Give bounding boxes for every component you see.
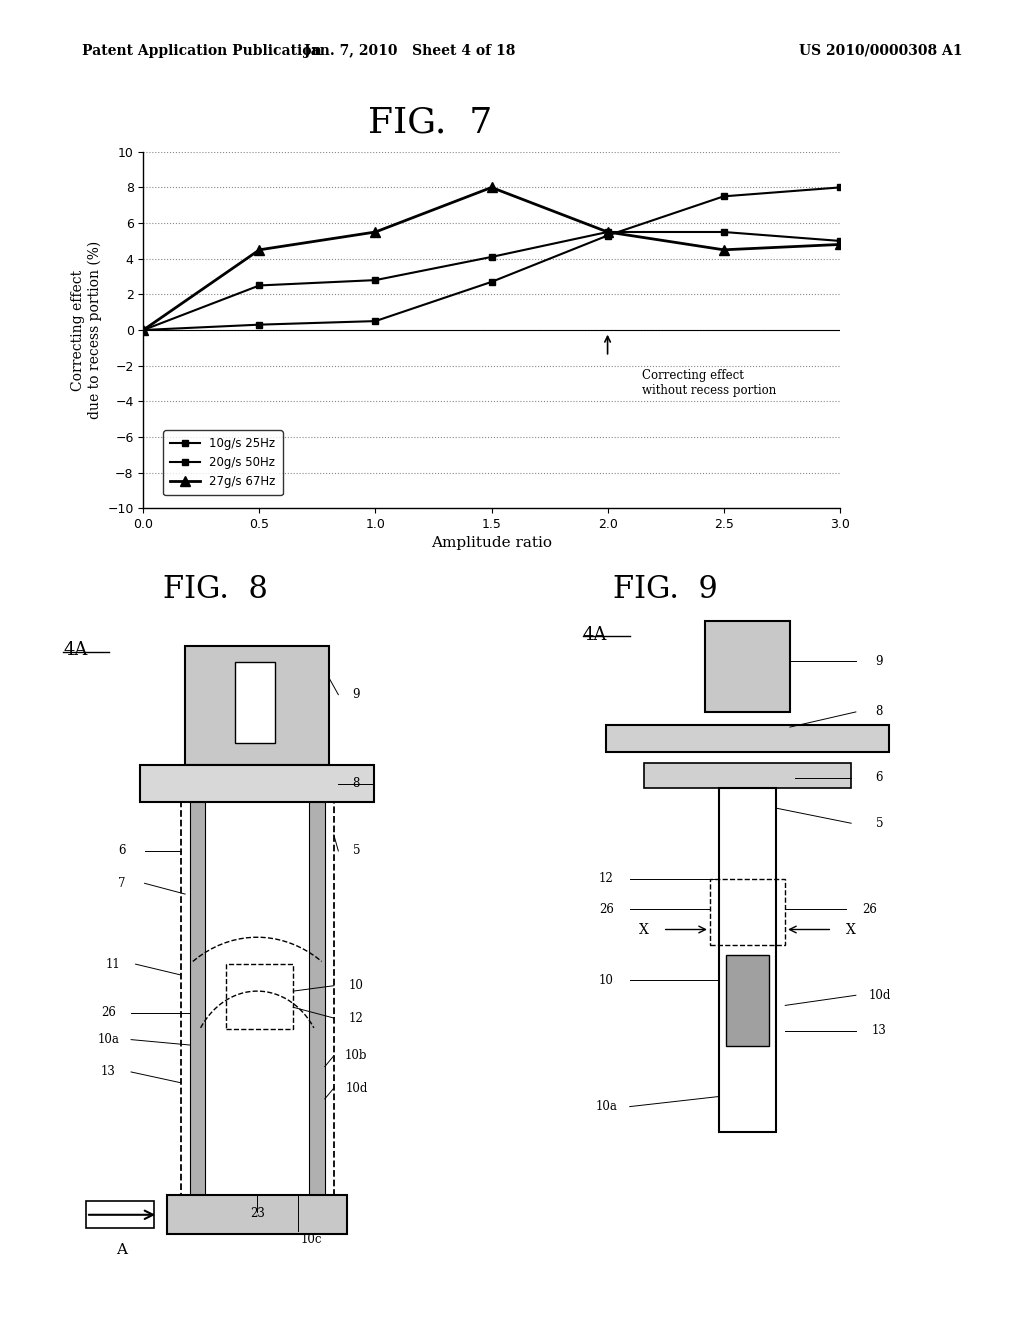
Bar [225, 964, 293, 1028]
20g/s 50Hz [137, 322, 150, 338]
Text: 8: 8 [876, 705, 883, 718]
Text: 23: 23 [250, 1208, 264, 1220]
27g/s 67Hz [137, 322, 150, 338]
Y-axis label: Correcting effect
due to recess portion (%): Correcting effect due to recess portion … [71, 240, 101, 420]
Text: 10a: 10a [97, 1034, 120, 1047]
Bar [710, 879, 785, 945]
Bar [719, 788, 776, 1131]
Bar [606, 725, 889, 752]
Legend: 10g/s 25Hz, 20g/s 50Hz, 27g/s 67Hz: 10g/s 25Hz, 20g/s 50Hz, 27g/s 67Hz [163, 430, 283, 495]
Bar [86, 1201, 154, 1228]
27g/s 67Hz [370, 224, 382, 240]
27g/s 67Hz [253, 242, 265, 257]
Text: 10d: 10d [345, 1081, 368, 1094]
20g/s 50Hz [370, 272, 382, 288]
27g/s 67Hz [485, 180, 498, 195]
Text: Patent Application Publication: Patent Application Publication [82, 44, 322, 58]
Text: 4A: 4A [583, 626, 607, 644]
20g/s 50Hz [485, 249, 498, 265]
27g/s 67Hz [718, 242, 730, 257]
10g/s 25Hz [834, 180, 846, 195]
10g/s 25Hz [253, 317, 265, 333]
Text: 13: 13 [872, 1024, 887, 1038]
Bar [180, 803, 334, 1196]
Text: 10c: 10c [301, 1233, 322, 1246]
Text: 26: 26 [599, 903, 613, 916]
Text: X: X [639, 923, 649, 936]
20g/s 50Hz [601, 224, 613, 240]
Text: 8: 8 [352, 777, 360, 791]
Text: 5: 5 [352, 845, 360, 858]
Text: FIG.  7: FIG. 7 [368, 106, 493, 140]
Text: 10d: 10d [868, 989, 891, 1002]
27g/s 67Hz [834, 236, 846, 252]
27g/s 67Hz [601, 224, 613, 240]
20g/s 50Hz [718, 224, 730, 240]
Bar [726, 954, 769, 1045]
Bar [706, 620, 790, 711]
10g/s 25Hz [370, 313, 382, 329]
10g/s 25Hz [137, 322, 150, 338]
Bar [309, 803, 325, 1196]
Line: 27g/s 67Hz: 27g/s 67Hz [138, 182, 845, 335]
Bar [185, 647, 330, 764]
Bar [644, 763, 851, 788]
Line: 10g/s 25Hz: 10g/s 25Hz [140, 183, 843, 334]
Text: FIG.  9: FIG. 9 [613, 574, 718, 605]
Text: 5: 5 [876, 817, 883, 830]
Bar [167, 1195, 347, 1234]
Text: US 2010/0000308 A1: US 2010/0000308 A1 [799, 44, 963, 58]
Text: 10a: 10a [595, 1100, 617, 1113]
X-axis label: Amplitude ratio: Amplitude ratio [431, 536, 552, 550]
10g/s 25Hz [601, 227, 613, 243]
Bar [234, 663, 275, 743]
Text: 10b: 10b [345, 1049, 368, 1063]
20g/s 50Hz [253, 277, 265, 293]
Text: X: X [846, 923, 856, 936]
Text: 7: 7 [119, 876, 126, 890]
Bar [189, 803, 206, 1196]
Text: A: A [117, 1243, 128, 1257]
Text: 12: 12 [599, 873, 613, 886]
Text: Jan. 7, 2010   Sheet 4 of 18: Jan. 7, 2010 Sheet 4 of 18 [304, 44, 515, 58]
Text: 11: 11 [105, 957, 121, 970]
Text: FIG.  8: FIG. 8 [163, 574, 267, 605]
10g/s 25Hz [485, 275, 498, 290]
Text: 10: 10 [599, 974, 613, 986]
Text: 10: 10 [349, 979, 364, 993]
Text: 9: 9 [876, 655, 883, 668]
Text: 26: 26 [101, 1006, 116, 1019]
Line: 20g/s 50Hz: 20g/s 50Hz [140, 228, 843, 334]
Text: 6: 6 [876, 771, 883, 784]
10g/s 25Hz [718, 189, 730, 205]
Text: 4A: 4A [63, 640, 88, 659]
Text: Correcting effect
without recess portion: Correcting effect without recess portion [642, 370, 776, 397]
Text: 26: 26 [862, 903, 878, 916]
Text: 9: 9 [352, 688, 360, 701]
Text: 12: 12 [349, 1011, 364, 1024]
Text: 6: 6 [119, 845, 126, 858]
Text: 13: 13 [101, 1065, 116, 1078]
20g/s 50Hz [834, 234, 846, 249]
Bar [140, 764, 375, 803]
